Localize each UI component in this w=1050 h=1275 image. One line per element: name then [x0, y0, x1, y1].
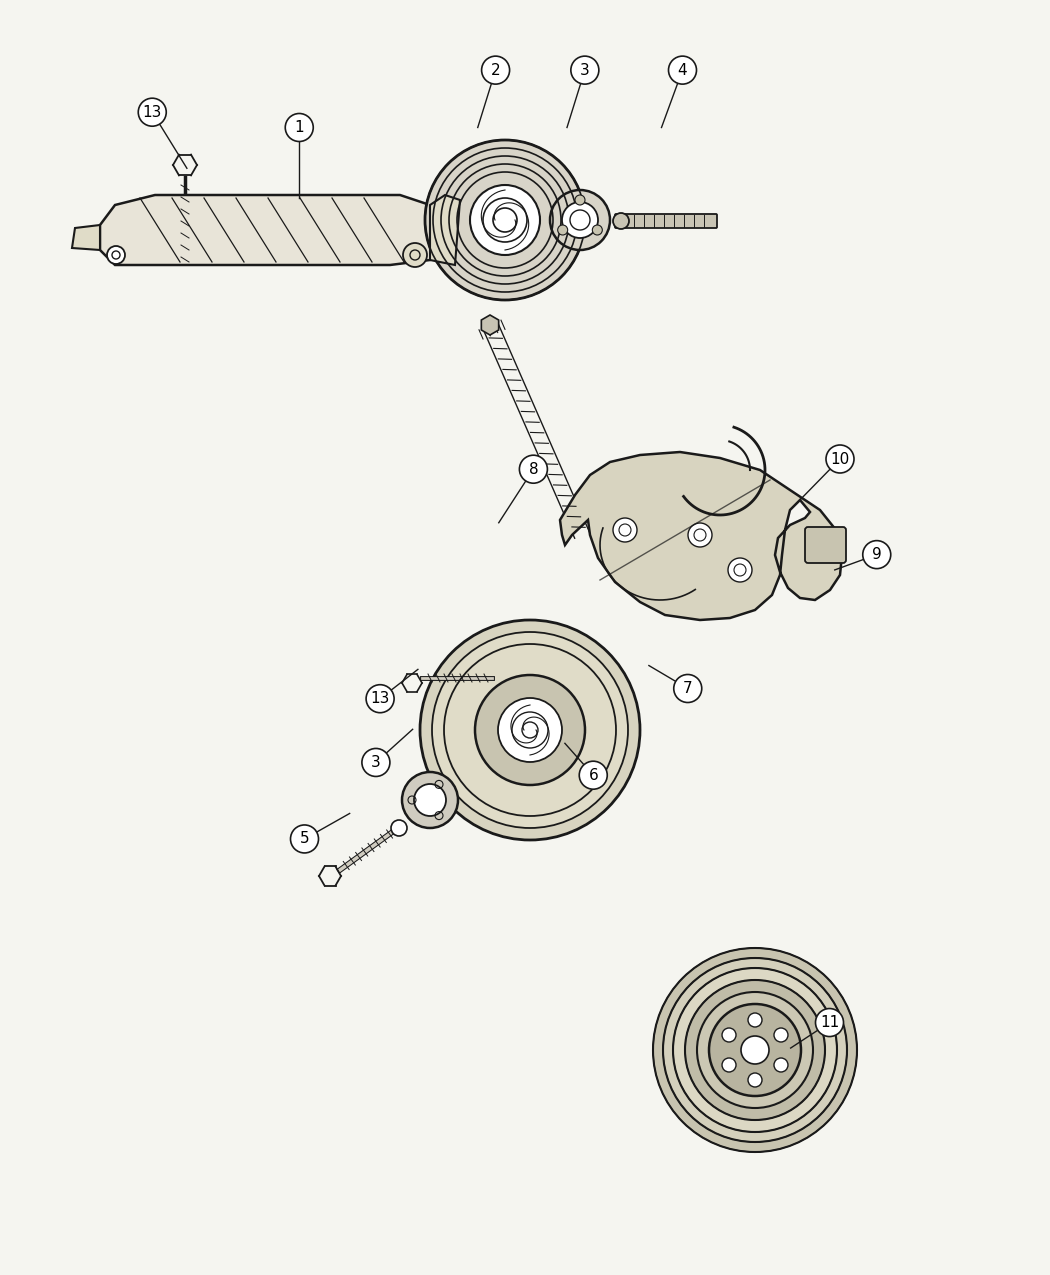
Text: 5: 5 [299, 831, 310, 847]
Circle shape [728, 558, 752, 581]
Circle shape [685, 980, 825, 1119]
Circle shape [402, 771, 458, 827]
Circle shape [575, 195, 585, 205]
Circle shape [826, 445, 854, 473]
Circle shape [663, 958, 847, 1142]
Circle shape [432, 632, 628, 827]
Text: 4: 4 [677, 62, 688, 78]
Circle shape [816, 1009, 843, 1037]
Text: 2: 2 [490, 62, 501, 78]
Polygon shape [72, 224, 100, 250]
Text: 9: 9 [872, 547, 882, 562]
Circle shape [139, 98, 166, 126]
Text: 13: 13 [143, 105, 162, 120]
Circle shape [673, 968, 837, 1132]
Text: 10: 10 [831, 451, 849, 467]
Circle shape [520, 455, 547, 483]
Circle shape [498, 697, 562, 762]
Text: 13: 13 [371, 691, 390, 706]
Circle shape [107, 246, 125, 264]
Circle shape [863, 541, 890, 569]
Text: 3: 3 [371, 755, 381, 770]
Text: 6: 6 [588, 768, 598, 783]
Circle shape [774, 1028, 788, 1042]
Circle shape [748, 1074, 762, 1088]
Circle shape [748, 1014, 762, 1026]
Circle shape [722, 1028, 736, 1042]
Circle shape [482, 56, 509, 84]
Circle shape [580, 761, 607, 789]
Circle shape [653, 949, 857, 1153]
FancyBboxPatch shape [805, 527, 846, 564]
Circle shape [592, 224, 603, 235]
Circle shape [362, 748, 390, 776]
Circle shape [613, 213, 629, 230]
Circle shape [414, 784, 446, 816]
Circle shape [709, 1003, 801, 1096]
Circle shape [470, 185, 540, 255]
Circle shape [550, 190, 610, 250]
Circle shape [613, 518, 637, 542]
Circle shape [722, 1058, 736, 1072]
Text: 3: 3 [580, 62, 590, 78]
Circle shape [697, 992, 813, 1108]
Circle shape [562, 201, 598, 238]
Text: 1: 1 [294, 120, 304, 135]
Text: 8: 8 [528, 462, 539, 477]
Circle shape [522, 722, 538, 738]
FancyBboxPatch shape [615, 214, 717, 228]
Circle shape [494, 208, 517, 232]
Circle shape [403, 244, 427, 266]
Polygon shape [430, 195, 460, 265]
Text: 11: 11 [820, 1015, 839, 1030]
Circle shape [571, 56, 598, 84]
Circle shape [420, 620, 640, 840]
Circle shape [669, 56, 696, 84]
Circle shape [674, 674, 701, 703]
Text: 7: 7 [682, 681, 693, 696]
Circle shape [558, 224, 568, 235]
Circle shape [741, 1037, 769, 1065]
Circle shape [425, 140, 585, 300]
Circle shape [774, 1058, 788, 1072]
Circle shape [391, 820, 407, 836]
Polygon shape [481, 315, 499, 335]
Circle shape [291, 825, 318, 853]
Circle shape [688, 523, 712, 547]
Circle shape [475, 674, 585, 785]
Polygon shape [560, 453, 842, 620]
Circle shape [286, 113, 313, 142]
Polygon shape [100, 195, 445, 265]
Circle shape [366, 685, 394, 713]
